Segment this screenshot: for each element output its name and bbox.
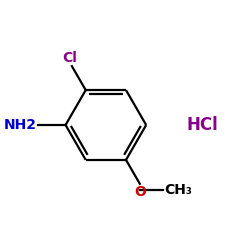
Text: O: O [134,185,146,199]
Text: CH₃: CH₃ [164,182,192,196]
Text: Cl: Cl [62,51,77,65]
Text: HCl: HCl [187,116,218,134]
Text: NH2: NH2 [4,118,37,132]
